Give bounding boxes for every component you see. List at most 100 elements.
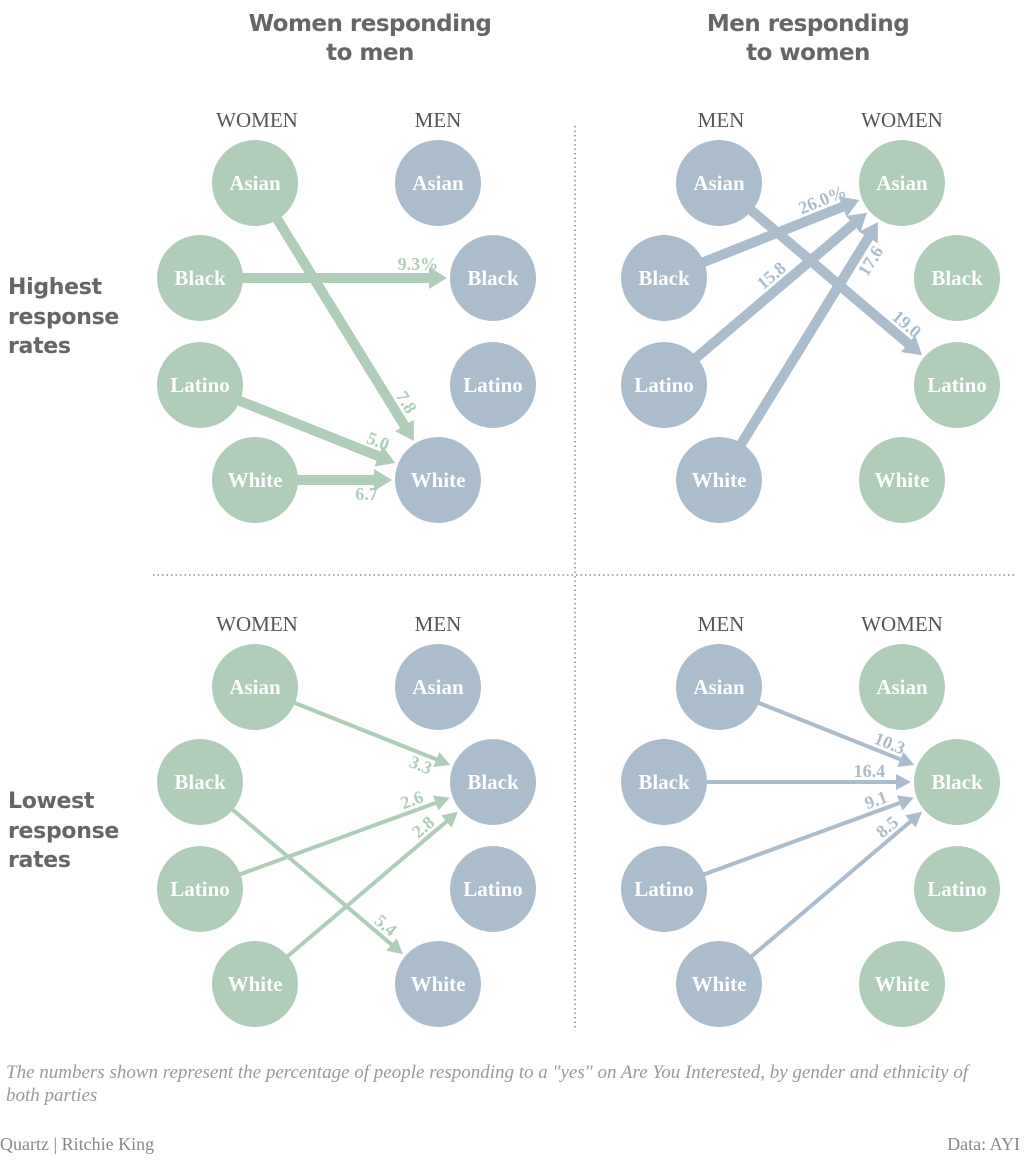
node-circle [676,140,762,226]
node-label: White [692,468,747,492]
node-circle [621,342,707,428]
node-women-latino: Latino [914,342,1000,428]
node-women-latino: Latino [157,846,243,932]
column-header: WOMEN [861,612,943,636]
node-label: White [411,468,466,492]
node-men-asian: Asian [676,140,762,226]
node-circle [914,235,1000,321]
arrow-shaft [234,394,383,462]
node-men-latino: Latino [621,846,707,932]
node-circle [450,846,536,932]
footnote: The numbers shown represent the percenta… [6,1062,969,1106]
arrow-white-to-black: 2.8 [283,811,458,961]
node-women-asian: Asian [212,140,298,226]
row-label-line: response [8,304,120,330]
node-circle [212,644,298,730]
node-circle [157,235,243,321]
column-header: WOMEN [861,108,943,132]
node-label: Latino [463,877,523,901]
node-men-latino: Latino [450,342,536,428]
arrow-white-to-white: 6.7 [294,469,392,504]
arrows: 26.0%15.8 17.619.0 [690,181,925,450]
node-women-white: White [859,437,945,523]
source: Data: AYI [947,1134,1020,1154]
arrow-shaft [735,233,874,450]
node-circle [621,235,707,321]
column-header: WOMEN [216,108,298,132]
node-circle [621,739,707,825]
node-men-white: White [395,941,481,1027]
node-label: White [875,972,930,996]
arrow-value-label: 8.5 [872,812,902,842]
arrowhead [896,774,911,790]
arrow-value-label: 2.8 [408,812,438,842]
arrowhead [896,795,914,811]
node-label: Asian [229,171,281,195]
node-circle [212,140,298,226]
node-label: Black [467,770,519,794]
node-men-latino: Latino [450,846,536,932]
node-men-latino: Latino [621,342,707,428]
node-women-black: Black [157,235,243,321]
node-label: Latino [634,877,694,901]
node-men-black: Black [621,235,707,321]
node-label: Black [174,770,226,794]
node-women-white: White [859,941,945,1027]
row-label-line: Highest [8,275,102,300]
arrowhead [374,446,396,467]
node-women-black: Black [914,739,1000,825]
arrowhead [859,222,878,244]
node-circle [212,437,298,523]
node-circle [450,342,536,428]
arrowhead [386,938,403,955]
arrowhead [429,267,447,289]
node-circle [157,342,243,428]
arrow-value-label: 9.3% [398,254,439,274]
node-circle [450,739,536,825]
node-men-black: Black [450,739,536,825]
node-men-asian: Asian [676,644,762,730]
node-men-white: White [395,437,481,523]
row-label-line: Lowest [8,789,95,814]
arrowhead [905,811,922,828]
node-circle [676,644,762,730]
node-men-white: White [676,437,762,523]
arrowhead [846,212,867,233]
node-label: White [692,972,747,996]
node-circle [450,235,536,321]
node-women-asian: Asian [859,140,945,226]
node-label: Latino [927,877,987,901]
arrow-black-to-black: 9.3% [239,254,447,289]
title-men-responding: Men responding to women [638,10,978,68]
node-circle [157,739,243,825]
node-women-latino: Latino [157,342,243,428]
arrow-shaft [747,818,914,961]
node-label: Black [174,266,226,290]
arrow-value-label: 6.7 [355,484,378,504]
panel-highest-women-to-men: WOMEN MEN 9.3%7.85.06.7 Asian Asian Black Blac… [157,108,536,523]
node-label: Black [931,770,983,794]
arrowhead [432,795,450,811]
node-circle [676,437,762,523]
arrowhead [897,751,915,767]
arrowhead [441,811,458,828]
arrows: 3.32.62.85.4 [228,699,458,961]
column-header: MEN [415,108,462,132]
node-circle [859,941,945,1027]
arrow-shaft [271,213,410,430]
node-circle [395,644,481,730]
node-label: Latino [463,373,523,397]
arrow-shaft [745,204,913,349]
node-circle [212,941,298,1027]
node-circle [859,140,945,226]
node-label: White [228,972,283,996]
node-label: Asian [412,675,464,699]
arrow-shaft [699,800,903,878]
node-label: Black [638,770,690,794]
title-line: Men responding [706,11,910,37]
arrow-latino-to-black: 9.1 [699,787,914,878]
node-label: Asian [693,171,745,195]
row-label-highest: Highest response rates [8,273,119,362]
